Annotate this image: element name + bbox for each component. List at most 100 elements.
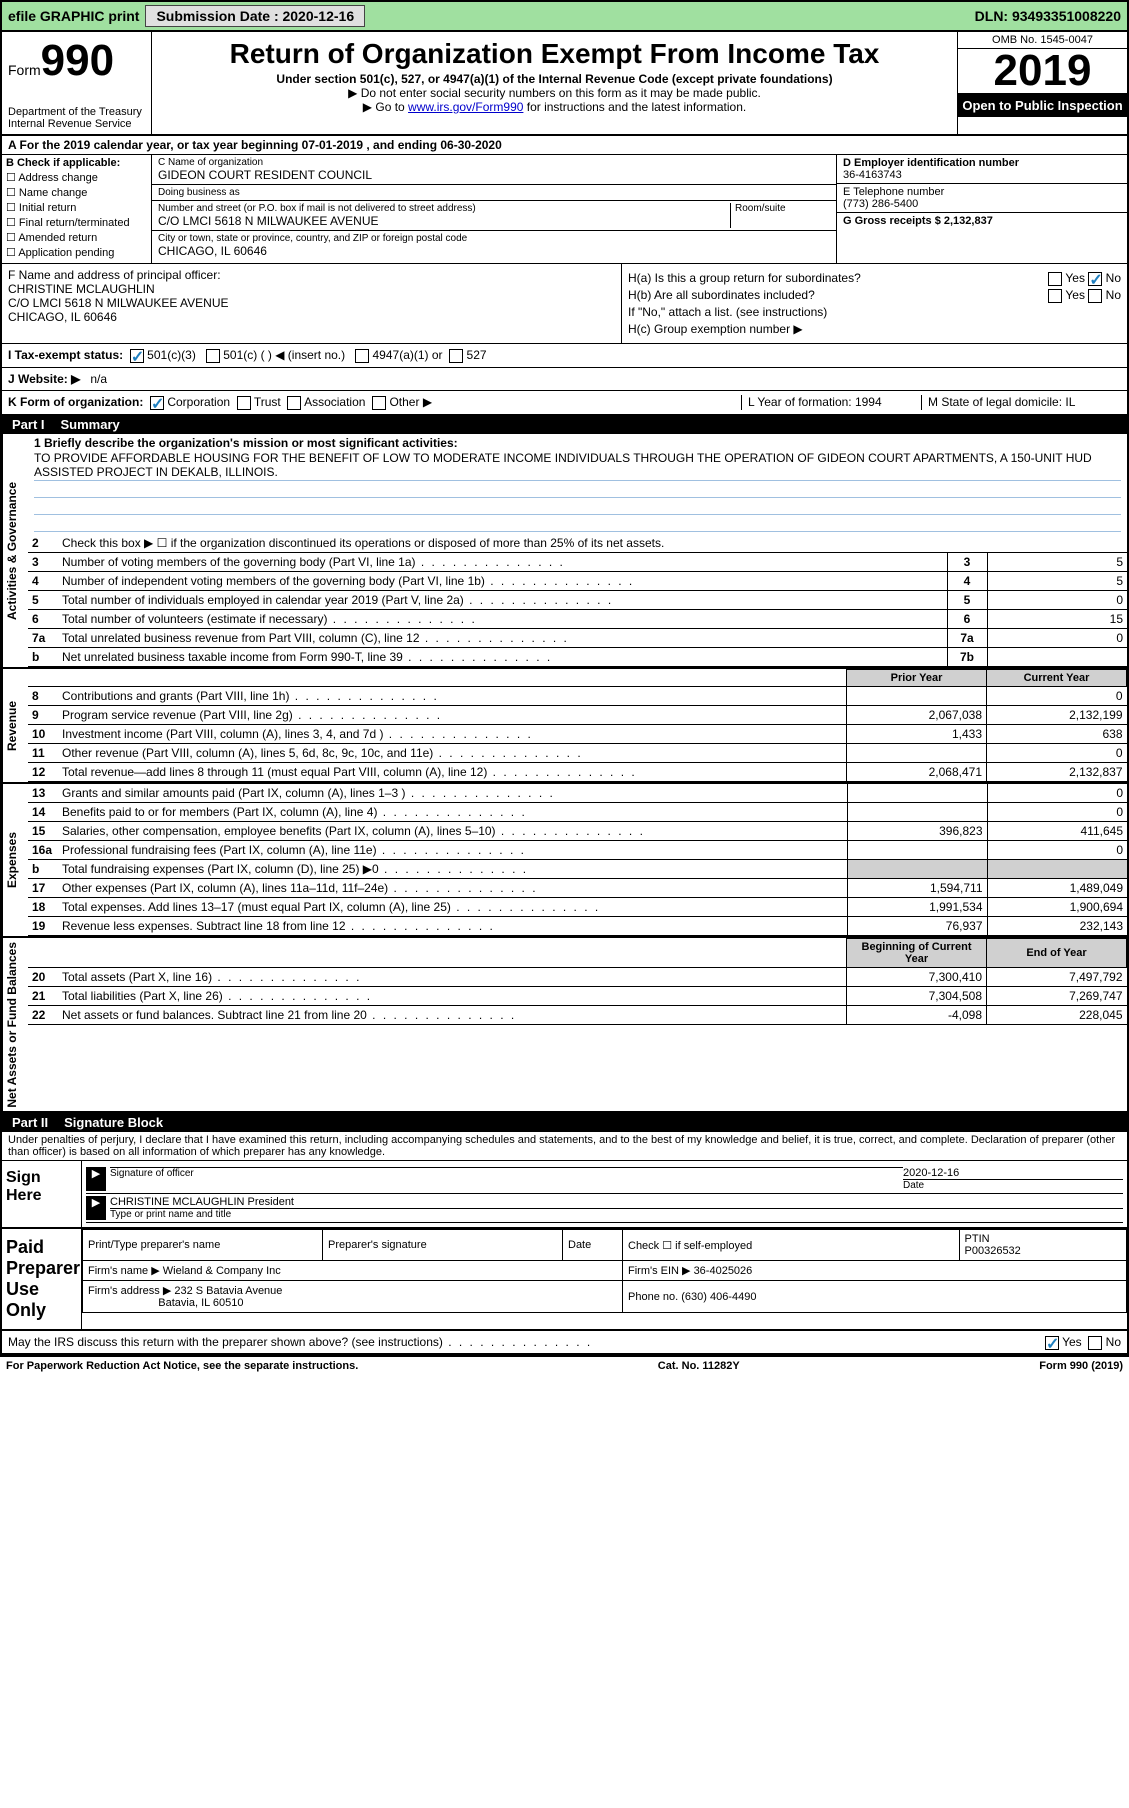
part2-header: Part II Signature Block [2, 1113, 1127, 1132]
chk-501c3[interactable] [130, 349, 144, 363]
ha-no-checkbox[interactable] [1088, 272, 1102, 286]
mission-label: 1 Briefly describe the organization's mi… [34, 436, 458, 450]
line-text: Total fundraising expenses (Part IX, col… [58, 859, 847, 878]
line-text: Salaries, other compensation, employee b… [58, 821, 847, 840]
col-c-org-info: C Name of organization GIDEON COURT RESI… [152, 155, 837, 263]
prior-year-value [847, 802, 987, 821]
year-formation: L Year of formation: 1994 [741, 395, 921, 410]
col-b-checkboxes: B Check if applicable: ☐ Address change … [2, 155, 152, 263]
chk-trust[interactable] [237, 396, 251, 410]
line-num: 7a [28, 628, 58, 647]
vtab-governance: Activities & Governance [2, 434, 28, 667]
expenses-table: 13Grants and similar amounts paid (Part … [28, 784, 1127, 936]
chk-address-change[interactable]: ☐ Address change [6, 171, 147, 184]
line-box: 7a [947, 628, 987, 647]
prior-year-value [847, 840, 987, 859]
mission-text: TO PROVIDE AFFORDABLE HOUSING FOR THE BE… [34, 450, 1121, 481]
chk-association[interactable] [287, 396, 301, 410]
line-text: Number of voting members of the governin… [58, 552, 947, 571]
row-j-website: J Website: ▶ n/a [2, 368, 1127, 391]
phone-label: Phone no. [628, 1291, 678, 1303]
irs-link[interactable]: www.irs.gov/Form990 [408, 100, 523, 114]
officer-label: F Name and address of principal officer: [8, 268, 615, 282]
line-text: Total expenses. Add lines 13–17 (must eq… [58, 897, 847, 916]
ha-yes-checkbox[interactable] [1048, 272, 1062, 286]
line-num: b [28, 859, 58, 878]
current-year-value: 1,489,049 [987, 878, 1127, 897]
open-to-public: Open to Public Inspection [958, 94, 1127, 117]
city-label: City or town, state or province, country… [158, 233, 830, 244]
pt-date-label: Date [563, 1230, 623, 1261]
line-text: Investment income (Part VIII, column (A)… [58, 724, 847, 743]
chk-name-change[interactable]: ☐ Name change [6, 186, 147, 199]
org-name-label: C Name of organization [158, 157, 830, 168]
sign-here-label: Sign Here [2, 1161, 82, 1227]
vtab-revenue: Revenue [2, 669, 28, 782]
current-year-value [987, 859, 1127, 878]
sig-name-label: Type or print name and title [110, 1208, 1123, 1220]
chk-527[interactable] [449, 349, 463, 363]
sig-officer-label: Signature of officer [110, 1167, 903, 1179]
current-year-value: 7,497,792 [987, 967, 1127, 986]
line-box: 3 [947, 552, 987, 571]
ein-label: D Employer identification number [843, 157, 1019, 169]
hb-no-checkbox[interactable] [1088, 289, 1102, 303]
dln-label: DLN: 93493351008220 [975, 8, 1121, 24]
tel-value: (773) 286-5400 [843, 198, 1121, 210]
sig-date: 2020-12-16 [903, 1167, 1123, 1179]
efile-label: efile GRAPHIC print [8, 8, 139, 24]
line-num: 18 [28, 897, 58, 916]
line-text: Other revenue (Part VIII, column (A), li… [58, 743, 847, 762]
room-label: Room/suite [735, 203, 830, 214]
pt-name-label: Print/Type preparer's name [83, 1230, 323, 1261]
ptin-value: P00326532 [965, 1245, 1021, 1257]
discuss-no-checkbox[interactable] [1088, 1336, 1102, 1350]
current-year-value: 0 [987, 743, 1127, 762]
current-year-value: 7,269,747 [987, 986, 1127, 1005]
chk-other[interactable] [372, 396, 386, 410]
col-h-group: H(a) Is this a group return for subordin… [622, 264, 1127, 343]
line-text: Net assets or fund balances. Subtract li… [58, 1005, 847, 1024]
line-text: Grants and similar amounts paid (Part IX… [58, 784, 847, 803]
line-num: b [28, 647, 58, 666]
tel-label: E Telephone number [843, 186, 1121, 198]
expenses-section: Expenses 13Grants and similar amounts pa… [2, 784, 1127, 938]
addr-value: C/O LMCI 5618 N MILWAUKEE AVENUE [158, 214, 730, 228]
discuss-yes-checkbox[interactable] [1045, 1336, 1059, 1350]
th-beginning: Beginning of Current Year [847, 938, 987, 967]
line-num: 4 [28, 571, 58, 590]
discuss-row: May the IRS discuss this return with the… [2, 1331, 1127, 1355]
officer-name: CHRISTINE MCLAUGHLIN [8, 282, 615, 296]
line-text: Total assets (Part X, line 16) [58, 967, 847, 986]
submission-date-button[interactable]: Submission Date : 2020-12-16 [145, 5, 365, 27]
chk-application-pending[interactable]: ☐ Application pending [6, 246, 147, 259]
line-num: 21 [28, 986, 58, 1005]
officer-addr2: CHICAGO, IL 60646 [8, 310, 615, 324]
chk-final-return[interactable]: ☐ Final return/terminated [6, 216, 147, 229]
chk-4947[interactable] [355, 349, 369, 363]
sig-arrow-icon-2: ▶ [86, 1196, 106, 1220]
chk-initial-return[interactable]: ☐ Initial return [6, 201, 147, 214]
line-value: 0 [987, 628, 1127, 647]
current-year-value: 228,045 [987, 1005, 1127, 1024]
firm-addr-label: Firm's address ▶ [88, 1285, 171, 1297]
line-value: 5 [987, 552, 1127, 571]
current-year-value: 2,132,199 [987, 705, 1127, 724]
line-box: 5 [947, 590, 987, 609]
line-text: Net unrelated business taxable income fr… [58, 647, 947, 666]
prior-year-value: -4,098 [847, 1005, 987, 1024]
current-year-value: 0 [987, 840, 1127, 859]
topbar: efile GRAPHIC print Submission Date : 20… [0, 0, 1129, 32]
chk-corporation[interactable] [150, 396, 164, 410]
footer-right: Form 990 (2019) [1039, 1360, 1123, 1372]
line-text: Total revenue—add lines 8 through 11 (mu… [58, 762, 847, 781]
line-num: 10 [28, 724, 58, 743]
prior-year-value: 2,067,038 [847, 705, 987, 724]
prior-year-value [847, 743, 987, 762]
current-year-value: 411,645 [987, 821, 1127, 840]
hb-yes-checkbox[interactable] [1048, 289, 1062, 303]
prior-year-value [847, 859, 987, 878]
chk-amended[interactable]: ☐ Amended return [6, 231, 147, 244]
pt-check[interactable]: Check ☐ if self-employed [623, 1230, 960, 1261]
chk-501c[interactable] [206, 349, 220, 363]
